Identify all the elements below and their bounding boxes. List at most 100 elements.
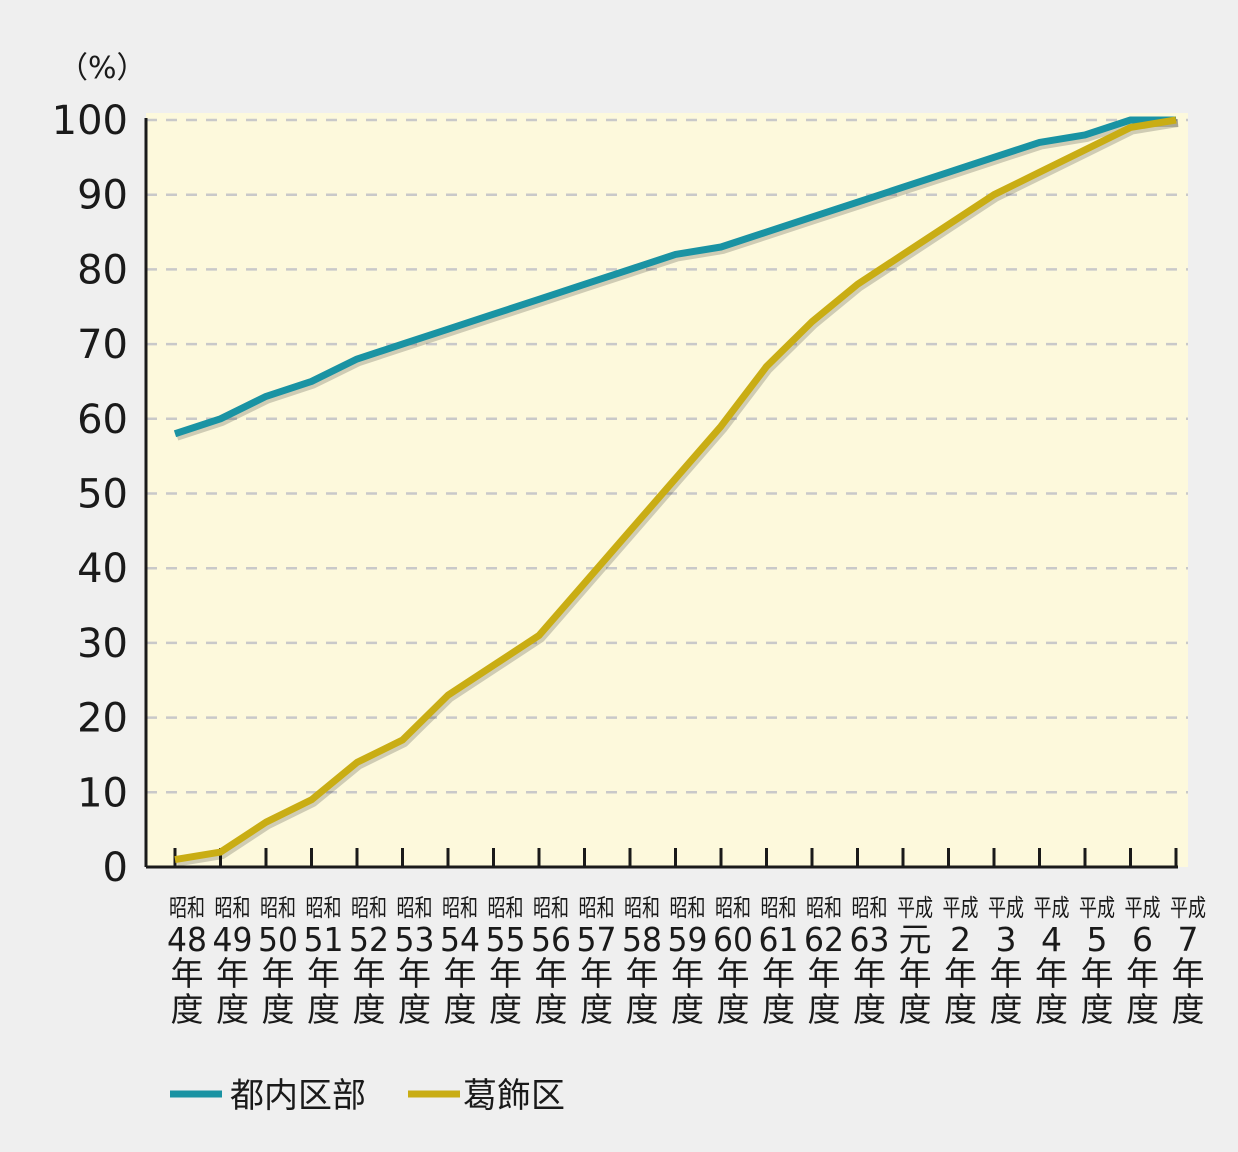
x-category-suffix: 度 — [535, 990, 568, 1029]
y-tick-label: 90 — [77, 173, 128, 219]
x-category-era: 昭和 — [533, 894, 569, 922]
x-category-number: 58 — [622, 920, 662, 959]
x-category-number: 62 — [804, 920, 844, 959]
x-category-suffix: 度 — [717, 990, 750, 1029]
y-tick-label: 40 — [77, 546, 128, 592]
x-category-suffix: 度 — [899, 990, 932, 1029]
x-category-era: 平成 — [1034, 894, 1070, 922]
x-category-suffix: 度 — [489, 990, 522, 1029]
x-category-number: 49 — [213, 920, 253, 959]
x-category-era: 昭和 — [852, 894, 888, 922]
x-category-era: 平成 — [1079, 894, 1115, 922]
x-category-suffix: 度 — [307, 990, 340, 1029]
x-category-era: 昭和 — [169, 894, 205, 922]
x-category-number: 51 — [304, 920, 344, 959]
x-category-number: 63 — [850, 920, 890, 959]
x-category-suffix: 年 — [489, 954, 522, 993]
x-category-suffix: 度 — [990, 990, 1023, 1029]
x-category-number: 60 — [713, 920, 753, 959]
x-category-number: 6 — [1132, 920, 1153, 959]
x-category-number: 53 — [395, 920, 435, 959]
x-category-suffix: 年 — [580, 954, 613, 993]
x-axis-category-labels: 昭和48年度昭和49年度昭和50年度昭和51年度昭和52年度昭和53年度昭和54… — [167, 894, 1206, 1029]
x-category-suffix: 年 — [671, 954, 704, 993]
x-category-suffix: 度 — [762, 990, 795, 1029]
x-category-era: 昭和 — [624, 894, 660, 922]
x-category-era: 昭和 — [397, 894, 433, 922]
y-tick-label: 30 — [77, 621, 128, 667]
x-category-suffix: 度 — [171, 990, 204, 1029]
x-category-suffix: 年 — [626, 954, 659, 993]
x-category-number: 4 — [1041, 920, 1062, 959]
x-category-era: 平成 — [943, 894, 979, 922]
legend: 都内区部 葛飾区 — [170, 1076, 565, 1116]
x-category-suffix: 度 — [853, 990, 886, 1029]
x-category-suffix: 年 — [808, 954, 841, 993]
y-tick-label: 80 — [77, 247, 128, 293]
x-category-era: 昭和 — [351, 894, 387, 922]
x-category-suffix: 年 — [216, 954, 249, 993]
x-category-suffix: 度 — [944, 990, 977, 1029]
x-category-number: 55 — [486, 920, 526, 959]
legend-label: 葛飾区 — [463, 1076, 565, 1116]
y-tick-label: 70 — [77, 322, 128, 368]
x-category-number: 61 — [759, 920, 799, 959]
x-category-era: 昭和 — [488, 894, 524, 922]
x-category-number: 5 — [1087, 920, 1108, 959]
x-category-suffix: 年 — [1035, 954, 1068, 993]
legend-label: 都内区部 — [230, 1076, 366, 1116]
x-category-suffix: 年 — [262, 954, 295, 993]
x-category-number: 元 — [899, 920, 932, 959]
y-axis-tick-labels: 0 10 20 30 40 50 60 70 80 90 100 — [52, 98, 128, 891]
x-category-era: 平成 — [897, 894, 933, 922]
x-category-era: 昭和 — [579, 894, 615, 922]
x-category-suffix: 年 — [398, 954, 431, 993]
x-category-era: 昭和 — [260, 894, 296, 922]
x-category-suffix: 度 — [626, 990, 659, 1029]
x-category-suffix: 年 — [717, 954, 750, 993]
x-category-number: 59 — [668, 920, 708, 959]
x-category-suffix: 年 — [535, 954, 568, 993]
gridlines — [146, 118, 1188, 794]
y-tick-label: 100 — [52, 98, 128, 144]
x-category-suffix: 度 — [1126, 990, 1159, 1029]
x-category-suffix: 度 — [398, 990, 431, 1029]
x-category-suffix: 度 — [262, 990, 295, 1029]
x-category-suffix: 年 — [762, 954, 795, 993]
x-category-era: 昭和 — [670, 894, 706, 922]
x-category-suffix: 度 — [1035, 990, 1068, 1029]
x-category-suffix: 年 — [171, 954, 204, 993]
x-category-number: 54 — [440, 920, 480, 959]
x-axis-ticks — [173, 848, 1178, 867]
x-category-suffix: 度 — [353, 990, 386, 1029]
x-category-number: 57 — [577, 920, 617, 959]
y-tick-label: 60 — [77, 397, 128, 443]
x-category-suffix: 年 — [1172, 954, 1205, 993]
x-category-number: 3 — [996, 920, 1017, 959]
x-category-suffix: 度 — [580, 990, 613, 1029]
x-category-suffix: 年 — [1081, 954, 1114, 993]
x-category-suffix: 年 — [990, 954, 1023, 993]
x-category-suffix: 年 — [307, 954, 340, 993]
x-category-suffix: 年 — [944, 954, 977, 993]
x-category-suffix: 年 — [1126, 954, 1159, 993]
x-category-suffix: 度 — [1172, 990, 1205, 1029]
x-category-suffix: 度 — [671, 990, 704, 1029]
x-category-suffix: 度 — [1081, 990, 1114, 1029]
